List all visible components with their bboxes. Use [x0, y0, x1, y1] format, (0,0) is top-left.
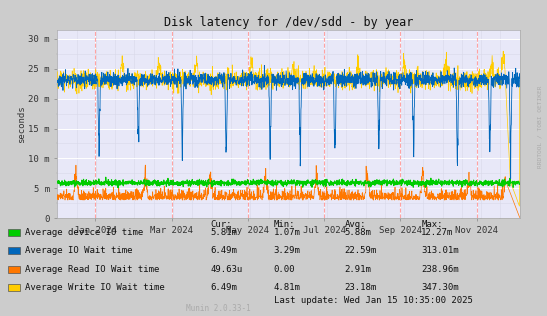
Text: 238.96m: 238.96m — [421, 265, 459, 274]
Text: Max:: Max: — [421, 220, 443, 229]
Text: Last update: Wed Jan 15 10:35:00 2025: Last update: Wed Jan 15 10:35:00 2025 — [274, 296, 473, 305]
Title: Disk latency for /dev/sdd - by year: Disk latency for /dev/sdd - by year — [164, 16, 413, 29]
Text: Munin 2.0.33-1: Munin 2.0.33-1 — [187, 305, 251, 313]
Text: 3.29m: 3.29m — [274, 246, 300, 255]
Text: 6.49m: 6.49m — [211, 246, 237, 255]
Text: Avg:: Avg: — [345, 220, 366, 229]
Text: 313.01m: 313.01m — [421, 246, 459, 255]
Text: Average IO Wait time: Average IO Wait time — [25, 246, 132, 255]
Text: Average Write IO Wait time: Average Write IO Wait time — [25, 283, 164, 292]
Text: 5.88m: 5.88m — [345, 228, 371, 237]
Text: 4.81m: 4.81m — [274, 283, 300, 292]
Text: Average device IO time: Average device IO time — [25, 228, 143, 237]
Text: 347.30m: 347.30m — [421, 283, 459, 292]
Text: 5.81m: 5.81m — [211, 228, 237, 237]
Text: 6.49m: 6.49m — [211, 283, 237, 292]
Text: Average Read IO Wait time: Average Read IO Wait time — [25, 265, 159, 274]
Text: 0.00: 0.00 — [274, 265, 295, 274]
Text: Cur:: Cur: — [211, 220, 232, 229]
Text: 12.27m: 12.27m — [421, 228, 453, 237]
Text: 1.07m: 1.07m — [274, 228, 300, 237]
Text: 2.91m: 2.91m — [345, 265, 371, 274]
Text: RRDTOOL / TOBI OETIKER: RRDTOOL / TOBI OETIKER — [538, 85, 543, 168]
Text: 22.59m: 22.59m — [345, 246, 377, 255]
Y-axis label: seconds: seconds — [16, 105, 26, 143]
Text: 23.18m: 23.18m — [345, 283, 377, 292]
Text: 49.63u: 49.63u — [211, 265, 243, 274]
Text: Min:: Min: — [274, 220, 295, 229]
